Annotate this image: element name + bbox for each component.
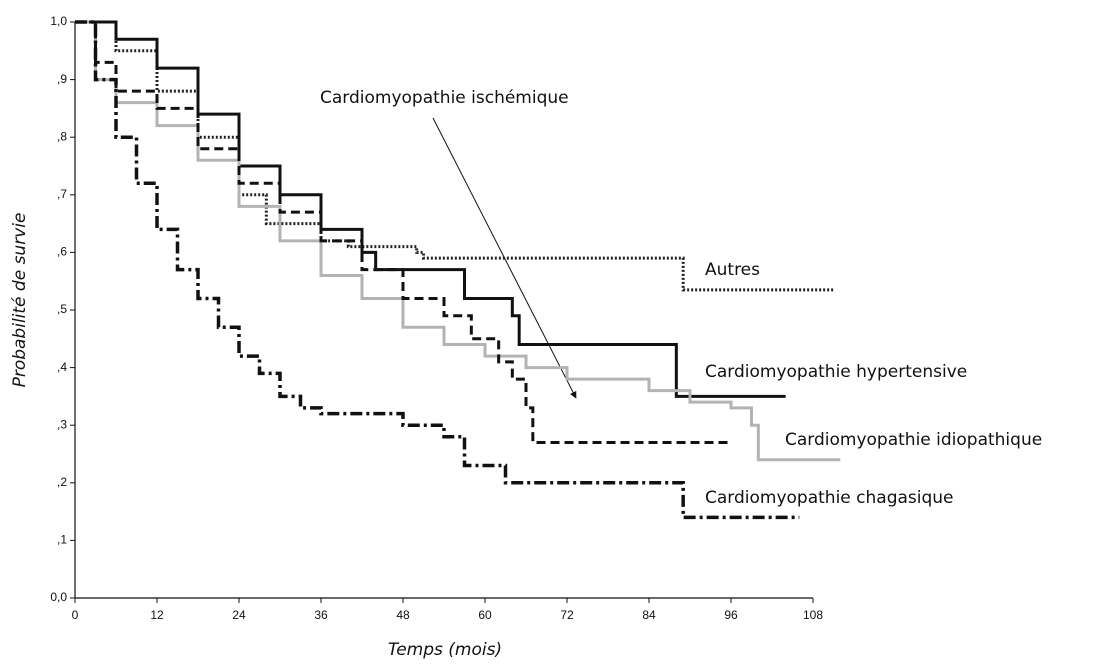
y-tick-label: ,5 bbox=[57, 302, 67, 316]
y-tick-label: ,9 bbox=[57, 72, 67, 86]
series-label: Cardiomyopathie idiopathique bbox=[785, 430, 1042, 450]
y-tick-label: ,2 bbox=[57, 475, 67, 489]
survival-curve bbox=[75, 20, 800, 520]
series-label: Cardiomyopathie hypertensive bbox=[705, 362, 967, 382]
y-tick-label: 1,0 bbox=[50, 14, 67, 28]
x-tick-label: 84 bbox=[642, 608, 656, 622]
series-label: Autres bbox=[705, 260, 760, 280]
y-tick-label: ,3 bbox=[57, 417, 67, 431]
x-tick-label: 108 bbox=[803, 608, 823, 622]
series-label: Cardiomyopathie chagasique bbox=[705, 488, 954, 508]
x-tick-label: 0 bbox=[72, 608, 79, 622]
survival-curve bbox=[75, 20, 841, 462]
x-tick-label: 72 bbox=[560, 608, 574, 622]
survival-curve bbox=[75, 20, 834, 292]
x-tick-label: 48 bbox=[396, 608, 410, 622]
y-tick-label: ,8 bbox=[57, 129, 67, 143]
y-tick-label: 0,0 bbox=[50, 590, 67, 604]
x-tick-label: 96 bbox=[724, 608, 738, 622]
x-tick-label: 60 bbox=[478, 608, 492, 622]
x-tick-label: 24 bbox=[232, 608, 246, 622]
survival-curve bbox=[75, 20, 731, 444]
y-tick-label: ,7 bbox=[57, 187, 67, 201]
y-tick-label: ,4 bbox=[57, 360, 67, 374]
x-tick-label: 36 bbox=[314, 608, 328, 622]
y-tick-label: ,1 bbox=[57, 533, 67, 547]
x-axis-label: Temps (mois) bbox=[388, 640, 502, 660]
y-axis-label: Probabilité de survie bbox=[10, 213, 30, 388]
series-label: Cardiomyopathie ischémique bbox=[320, 88, 569, 108]
survival-curve bbox=[75, 20, 786, 398]
x-tick-label: 12 bbox=[150, 608, 164, 622]
y-tick-label: ,6 bbox=[57, 245, 67, 259]
